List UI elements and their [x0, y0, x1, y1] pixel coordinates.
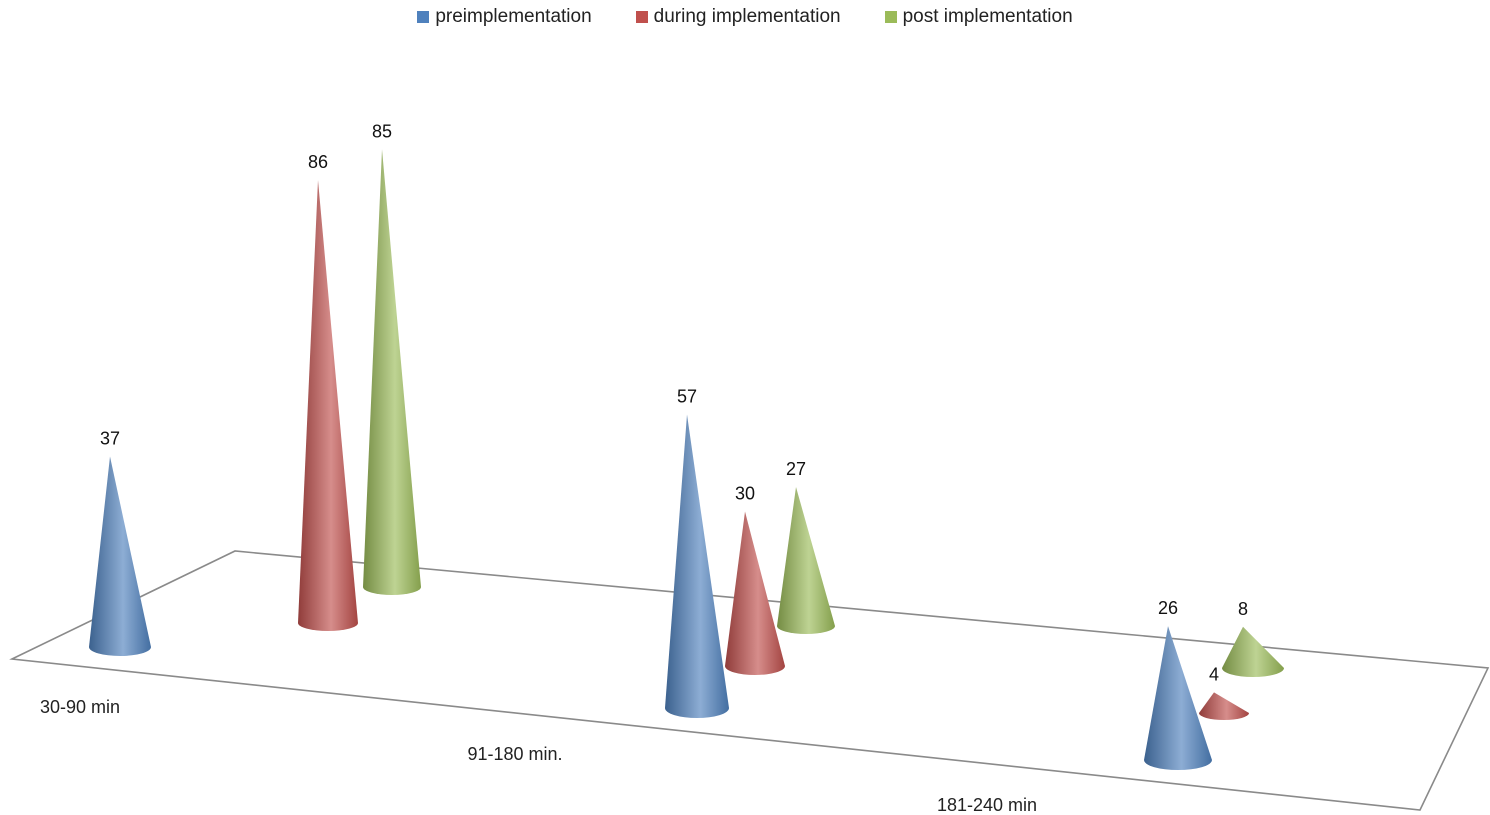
data-label: 4 — [1209, 664, 1219, 684]
cone-marks: 85 86 27 37 30 8 57 4 26 — [89, 121, 1284, 770]
cone-body — [298, 180, 358, 631]
data-label: 30 — [735, 484, 755, 504]
legend-label-preimplementation: preimplementation — [435, 6, 592, 27]
data-label: 27 — [786, 459, 806, 479]
data-label: 8 — [1238, 599, 1248, 619]
cone-body — [363, 149, 421, 595]
legend-item-post-implementation: post implementation — [884, 6, 1073, 28]
legend: preimplementation during implementation … — [0, 6, 1490, 28]
data-label: 86 — [308, 152, 328, 172]
data-label: 26 — [1158, 598, 1178, 618]
cone-body — [725, 511, 785, 675]
cone-during-implementation-1: 86 — [298, 152, 358, 631]
cone-post-implementation-3: 8 — [1222, 599, 1284, 677]
category-label-30-90: 30-90 min — [40, 697, 120, 717]
cone-post-implementation-2: 27 — [777, 459, 835, 634]
legend-swatch-post-implementation — [884, 11, 897, 23]
legend-item-during-implementation: during implementation — [635, 6, 841, 28]
floor-plane — [9, 550, 1490, 811]
legend-swatch-during-implementation — [635, 11, 648, 23]
cone-post-implementation-1: 85 — [363, 121, 421, 595]
cone-body — [665, 414, 729, 718]
legend-label-post-implementation: post implementation — [902, 6, 1073, 27]
cone-preimplementation-3: 26 — [1144, 598, 1212, 770]
category-label-91-180: 91-180 min. — [467, 744, 562, 764]
cone-body — [1144, 626, 1212, 770]
cone-body — [89, 456, 151, 656]
data-label: 85 — [372, 121, 392, 141]
cone-preimplementation-2: 57 — [665, 386, 729, 718]
data-label: 57 — [677, 386, 697, 406]
category-label-181-240: 181-240 min — [937, 795, 1037, 815]
cone-preimplementation-1: 37 — [89, 428, 151, 656]
cone-during-implementation-3: 4 — [1199, 664, 1249, 720]
legend-swatch-preimplementation — [417, 11, 430, 23]
cone-body — [777, 486, 835, 634]
cone-body — [1222, 626, 1284, 677]
legend-item-preimplementation: preimplementation — [417, 6, 592, 28]
cone-during-implementation-2: 30 — [725, 484, 785, 675]
cone-body — [1199, 692, 1249, 720]
data-label: 37 — [100, 428, 120, 448]
legend-label-during-implementation: during implementation — [653, 6, 841, 27]
